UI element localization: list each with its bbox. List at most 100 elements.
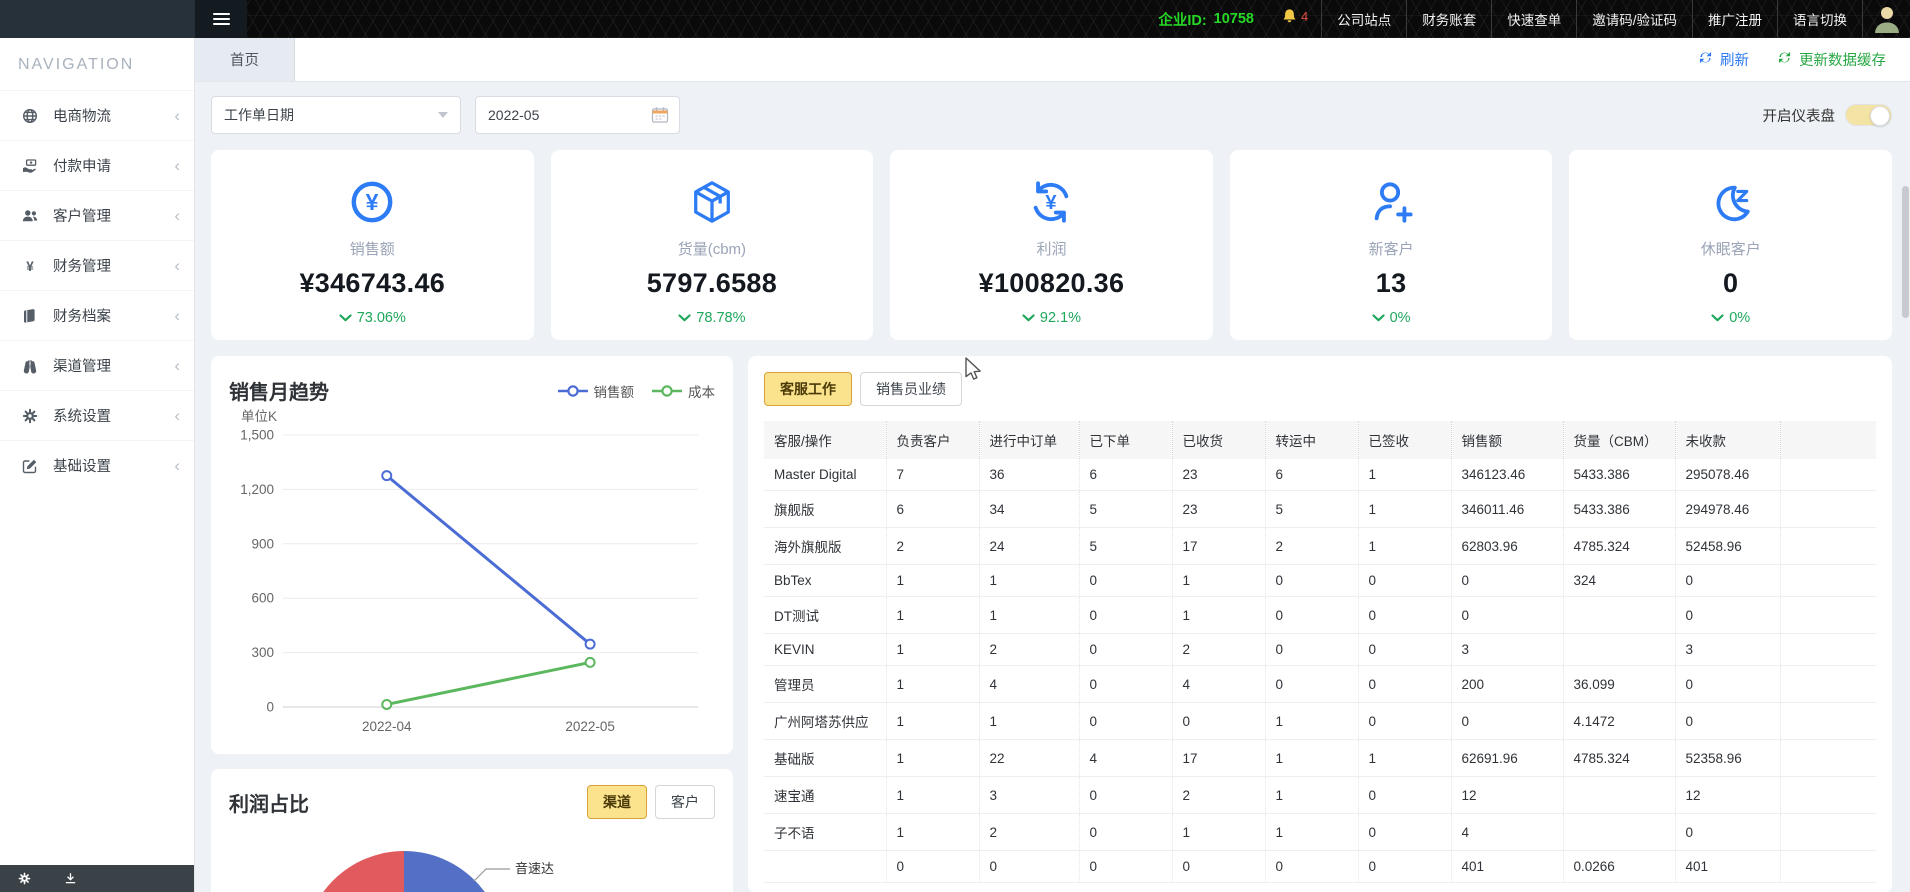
table-cell: 324 [1563, 565, 1675, 597]
table-cell: 0 [1079, 565, 1172, 597]
update-cache-button[interactable]: 更新数据缓存 [1777, 49, 1886, 70]
table-cell-filler [1780, 851, 1876, 883]
table-cell: 0 [1172, 703, 1265, 740]
table-cell: 1 [1265, 703, 1358, 740]
table-row: 0000004010.0266401 [764, 851, 1876, 883]
service-table-tab[interactable]: 销售员业绩 [860, 372, 962, 406]
yen-icon: ¥ [22, 258, 40, 274]
table-cell: 0 [1675, 666, 1780, 703]
profit-share-tab[interactable]: 渠道 [587, 785, 647, 819]
table-cell: 346011.46 [1451, 491, 1563, 528]
sidebar-item-ecommerce-logistics[interactable]: 电商物流 ‹ [0, 90, 194, 140]
gear-icon[interactable] [18, 872, 31, 885]
table-header-row: 客服/操作负责客户进行中订单已下单已收货转运中已签收销售额货量（CBM）未收款 [764, 421, 1876, 459]
table-cell-filler [1780, 703, 1876, 740]
table-cell [1563, 597, 1675, 634]
table-cell: 17 [1172, 528, 1265, 565]
sidebar-toggle-button[interactable] [195, 0, 247, 38]
table-cell: 4 [1451, 814, 1563, 851]
service-table-card: 客服工作销售员业绩 客服/操作负责客户进行中订单已下单已收货转运中已签收销售额货… [748, 356, 1892, 892]
svg-text:¥: ¥ [1046, 192, 1058, 214]
table-cell: 0 [979, 851, 1079, 883]
table-cell: 12 [1675, 777, 1780, 814]
table-cell-filler [1780, 491, 1876, 528]
tab-home[interactable]: 首页 [195, 38, 295, 81]
table-cell: 4 [1172, 666, 1265, 703]
update-cache-label: 更新数据缓存 [1799, 49, 1886, 70]
refresh-button[interactable]: 刷新 [1698, 49, 1749, 70]
book-icon [22, 308, 40, 324]
notifications-button[interactable]: 4 [1268, 8, 1321, 30]
sidebar-item-label: 财务管理 [53, 255, 111, 276]
table-cell: 基础版 [764, 740, 886, 777]
chevron-left-icon: ‹ [174, 407, 180, 424]
sidebar-item-basic-settings[interactable]: 基础设置 ‹ [0, 440, 194, 490]
sidebar-item-channel-management[interactable]: 渠道管理 ‹ [0, 340, 194, 390]
user-avatar[interactable] [1862, 0, 1910, 38]
table-cell: 0 [1358, 634, 1451, 666]
table-cell: 0 [1451, 565, 1563, 597]
table-column-header: 负责客户 [886, 421, 979, 459]
sidebar-item-customer-management[interactable]: 客户管理 ‹ [0, 190, 194, 240]
table-cell: 1 [979, 597, 1079, 634]
edit-icon [22, 458, 40, 474]
date-type-value: 工作单日期 [224, 105, 294, 125]
stat-value: ¥346743.46 [299, 268, 445, 299]
dashboard-toggle[interactable] [1845, 104, 1892, 126]
table-column-header: 销售额 [1451, 421, 1563, 459]
table-cell: BbTex [764, 565, 886, 597]
table-cell: 0 [1451, 703, 1563, 740]
topbar-menu-item[interactable]: 公司站点 [1321, 0, 1406, 38]
table-cell: 2 [1265, 528, 1358, 565]
table-tabs: 客服工作销售员业绩 [764, 372, 1876, 406]
sidebar-item-finance-archives[interactable]: 财务档案 ‹ [0, 290, 194, 340]
download-icon[interactable] [64, 872, 77, 885]
table-row: 子不语12011040 [764, 814, 1876, 851]
date-type-select[interactable]: 工作单日期 [211, 96, 461, 134]
stat-card: ¥ 利润 ¥100820.36 92.1% [890, 150, 1213, 340]
table-cell: 1 [1265, 777, 1358, 814]
table-cell: DT测试 [764, 597, 886, 634]
topbar-menu-item[interactable]: 邀请码/验证码 [1576, 0, 1692, 38]
stat-delta: 0% [1372, 310, 1411, 326]
stat-delta: 73.06% [339, 310, 406, 326]
sidebar-item-label: 付款申请 [53, 155, 111, 176]
yen-circle-icon: ¥ [349, 178, 395, 226]
table-cell: 0 [1358, 777, 1451, 814]
table-cell: 0 [1675, 814, 1780, 851]
table-cell: 0 [1265, 597, 1358, 634]
sidebar-item-system-settings[interactable]: 系统设置 ‹ [0, 390, 194, 440]
topbar-menu-item[interactable]: 快速查单 [1491, 0, 1576, 38]
moon-icon [1708, 178, 1754, 226]
legend-item[interactable]: 成本 [652, 381, 715, 401]
table-cell: 346123.46 [1451, 459, 1563, 491]
table-cell: 1 [886, 634, 979, 666]
table-cell: 0 [1675, 703, 1780, 740]
sidebar-item-finance-management[interactable]: ¥ 财务管理 ‹ [0, 240, 194, 290]
table-cell: 2 [979, 634, 1079, 666]
topbar-menu-item[interactable]: 语言切换 [1777, 0, 1862, 38]
profit-share-tab[interactable]: 客户 [655, 785, 715, 819]
topbar-menu-item[interactable]: 财务账套 [1406, 0, 1491, 38]
table-cell: 17 [1172, 740, 1265, 777]
refresh-label: 刷新 [1720, 49, 1749, 70]
table-cell: 0 [1079, 777, 1172, 814]
stat-value: 0 [1723, 268, 1738, 299]
legend-item[interactable]: 销售额 [558, 381, 635, 401]
user-plus-icon [1368, 178, 1414, 226]
filter-row: 工作单日期 2022-05 开启仪表盘 [211, 96, 1892, 134]
table-cell: 4.1472 [1563, 703, 1675, 740]
service-table-tab[interactable]: 客服工作 [764, 372, 852, 406]
table-cell: 24 [979, 528, 1079, 565]
sidebar-item-label: 电商物流 [53, 105, 111, 126]
scrollbar-thumb[interactable] [1902, 186, 1909, 318]
sidebar-item-payment-request[interactable]: 付款申请 ‹ [0, 140, 194, 190]
month-input[interactable]: 2022-05 [475, 96, 680, 134]
topbar-menu-item[interactable]: 推广注册 [1692, 0, 1777, 38]
table-cell: 旗舰版 [764, 491, 886, 528]
notification-count: 4 [1301, 10, 1308, 23]
table-cell: 1 [1358, 459, 1451, 491]
enterprise-id-value: 10758 [1214, 11, 1254, 27]
table-cell: 7 [886, 459, 979, 491]
sales-trend-card: 销售月趋势 销售额成本 单位K03006009001,2001,5002022-… [211, 356, 733, 754]
